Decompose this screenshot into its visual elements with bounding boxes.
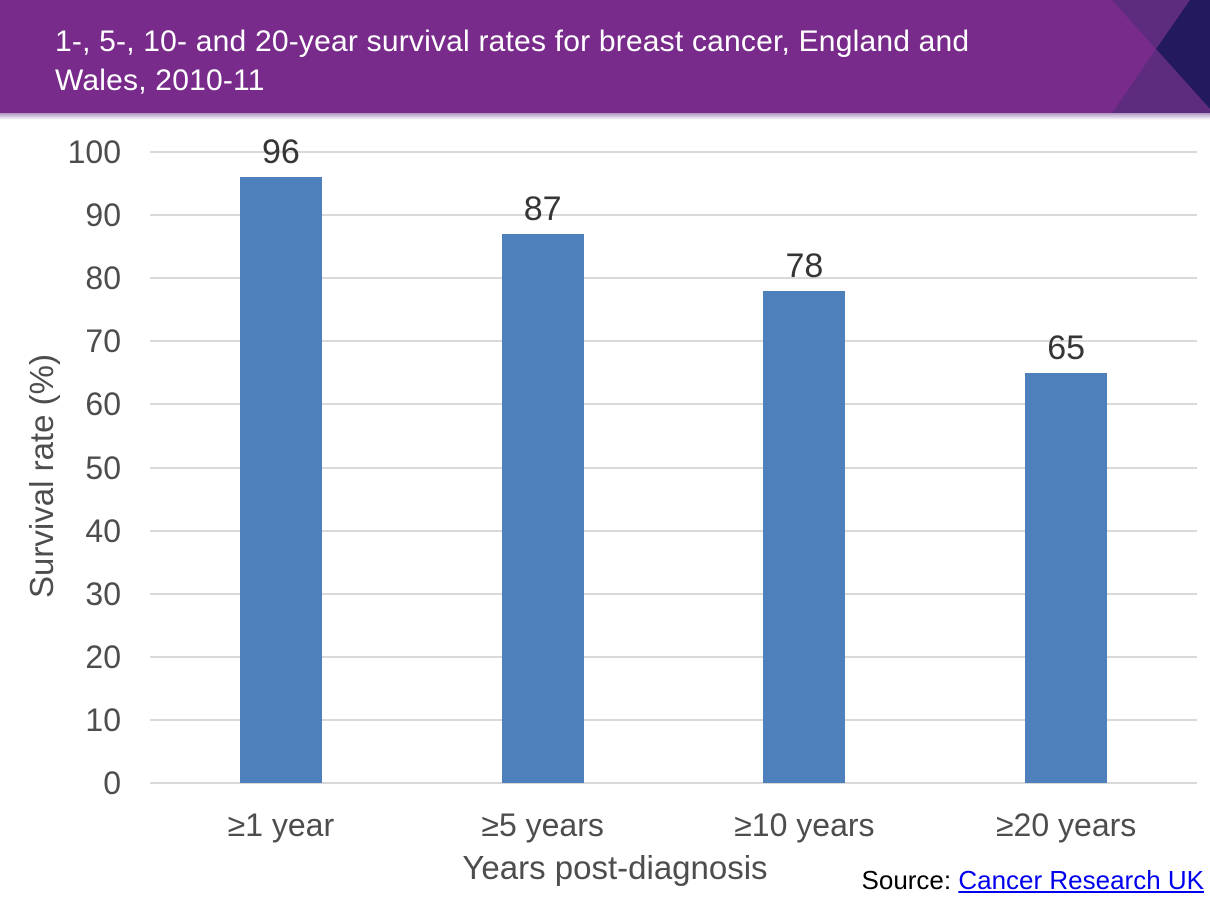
slide-title-line-2: Wales, 2010-11 [55, 64, 265, 97]
slide-title-line-1: 1-, 5-, 10- and 20-year survival rates f… [55, 25, 970, 58]
gridline-90 [150, 214, 1197, 217]
slide-header: 1-, 5-, 10- and 20-year survival rates f… [0, 0, 1210, 113]
gridline-70 [150, 340, 1197, 343]
y-tick-label-100: 100 [67, 134, 121, 170]
y-tick-label-70: 70 [85, 323, 121, 360]
gridline-50 [150, 466, 1197, 469]
y-tick-label-80: 80 [85, 260, 121, 297]
y-tick-label-60: 60 [85, 386, 121, 423]
y-tick-label-40: 40 [85, 512, 121, 549]
y-tick-label-50: 50 [85, 449, 121, 486]
y-tick-label-30: 30 [85, 575, 121, 612]
source-prefix: Source: [861, 865, 959, 895]
gridline-80 [150, 277, 1197, 280]
y-tick-label-0: 0 [103, 765, 121, 801]
x-category-label-3: ≥20 years [995, 807, 1137, 843]
y-tick-label-90: 90 [85, 197, 121, 234]
header-bottom-strip [0, 113, 1210, 120]
bar-value-label-2: 78 [785, 246, 824, 285]
x-category-label-1: ≥5 years [481, 807, 604, 843]
x-category-label-2: ≥10 years [734, 807, 875, 843]
source-line: Source: Cancer Research UK [862, 864, 1204, 896]
source-link[interactable]: Cancer Research UK [958, 865, 1204, 895]
x-category-label-0: ≥1 year [227, 807, 335, 843]
plot-area: 96 87 78 65 [150, 133, 1197, 784]
gridline-20 [150, 655, 1197, 658]
gridline-0 [150, 782, 1197, 784]
y-tick-label-20: 20 [85, 638, 121, 675]
bar-value-label-1: 87 [523, 190, 562, 229]
y-axis-title: Survival rate (%) [23, 354, 60, 598]
bar-value-label-3: 65 [1047, 328, 1086, 367]
bar-2 [763, 290, 846, 783]
x-axis-category-labels: ≥1 year ≥5 years ≥10 years ≥20 years [150, 806, 1197, 846]
gridline-40 [150, 529, 1197, 532]
gridline-60 [150, 403, 1197, 406]
gridline-10 [150, 718, 1197, 721]
slide-title: 1-, 5-, 10- and 20-year survival rates f… [55, 22, 1115, 100]
gridline-100 [150, 151, 1197, 153]
bar-0 [239, 177, 322, 783]
x-axis-title: Years post-diagnosis [462, 849, 768, 886]
bar-value-label-0: 96 [261, 133, 300, 172]
y-tick-label-10: 10 [85, 701, 121, 738]
bar-3 [1025, 372, 1108, 783]
gridline-30 [150, 592, 1197, 595]
bar-1 [501, 234, 584, 783]
